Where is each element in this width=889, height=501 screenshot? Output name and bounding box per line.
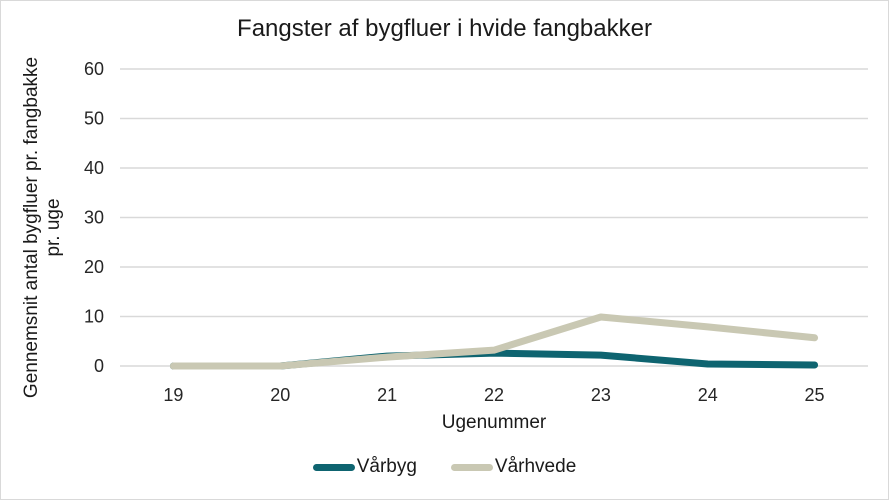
- x-tick-label: 24: [698, 385, 718, 405]
- legend: Vårbyg Vårhvede: [1, 456, 888, 478]
- x-tick-label: 25: [805, 385, 825, 405]
- x-tick-label: 21: [377, 385, 397, 405]
- x-tick-label: 20: [270, 385, 290, 405]
- y-tick-label: 10: [84, 307, 104, 327]
- series-line-1: [169, 313, 819, 370]
- legend-swatch-varhvede: [450, 463, 493, 471]
- x-tick-label: 23: [591, 385, 611, 405]
- x-axis-title: Ugenummer: [442, 412, 547, 433]
- chart-title: Fangster af bygfluer i hvide fangbakker: [237, 15, 652, 42]
- y-tick-label: 0: [94, 356, 104, 376]
- y-tick-label: 20: [84, 257, 104, 277]
- legend-label-varbyg: Vårbyg: [356, 456, 417, 477]
- x-tick-label: 19: [163, 385, 183, 405]
- x-tick-label: 22: [484, 385, 504, 405]
- legend-label-varhvede: Vårhvede: [494, 456, 577, 477]
- y-axis-title: Gennemsnit antal bygfluer pr. fangbakkep…: [21, 57, 64, 398]
- legend-item-varbyg: Vårbyg: [312, 456, 417, 478]
- y-tick-label: 30: [84, 208, 104, 228]
- y-tick-label: 60: [84, 59, 104, 79]
- y-tick-label: 50: [84, 109, 104, 129]
- legend-item-varhvede: Vårhvede: [450, 456, 577, 478]
- legend-swatch-varbyg: [312, 463, 355, 471]
- y-tick-label: 40: [84, 158, 104, 178]
